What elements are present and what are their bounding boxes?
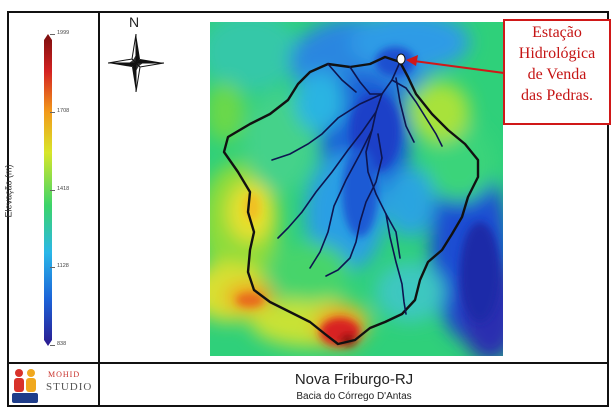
- legend-tick-1128: 1128: [57, 263, 69, 269]
- legend-title: Elevação (m): [3, 164, 14, 218]
- station-callout: Estação Hidrológica de Venda das Pedras.: [503, 19, 611, 125]
- legend-tick-mark: [50, 267, 55, 268]
- legend-tick-838: 838: [57, 341, 67, 347]
- logo-text-studio: STUDIO: [46, 381, 93, 393]
- legend-tick-mark: [50, 112, 55, 113]
- north-label: N: [129, 14, 140, 30]
- map-frame: [7, 11, 609, 407]
- callout-line: Estação: [532, 24, 582, 41]
- legend-tick-mark: [50, 345, 55, 346]
- logo-text-mohid: MOHID: [48, 370, 81, 379]
- callout-line: Hidrológica: [518, 45, 596, 62]
- callout-arrow: [406, 55, 505, 74]
- callout-line: de Venda: [527, 66, 587, 83]
- legend-tick-mark: [50, 190, 55, 191]
- divider-horizontal: [7, 362, 609, 364]
- callout-line: das Pedras.: [521, 87, 593, 104]
- legend-tick-1999: 1999: [57, 30, 70, 36]
- north-arrow-icon: [108, 34, 164, 92]
- mohid-logo-icon: [12, 369, 38, 403]
- divider-vertical: [98, 11, 100, 407]
- elevation-map: [210, 22, 503, 356]
- legend-tick-1418: 1418: [57, 186, 70, 192]
- legend-tick-1708: 1708: [57, 108, 70, 114]
- footer-subtitle: Bacia do Córrego D'Antas: [296, 391, 412, 402]
- legend-tick-mark: [50, 34, 55, 35]
- footer-title: Nova Friburgo-RJ: [294, 371, 414, 388]
